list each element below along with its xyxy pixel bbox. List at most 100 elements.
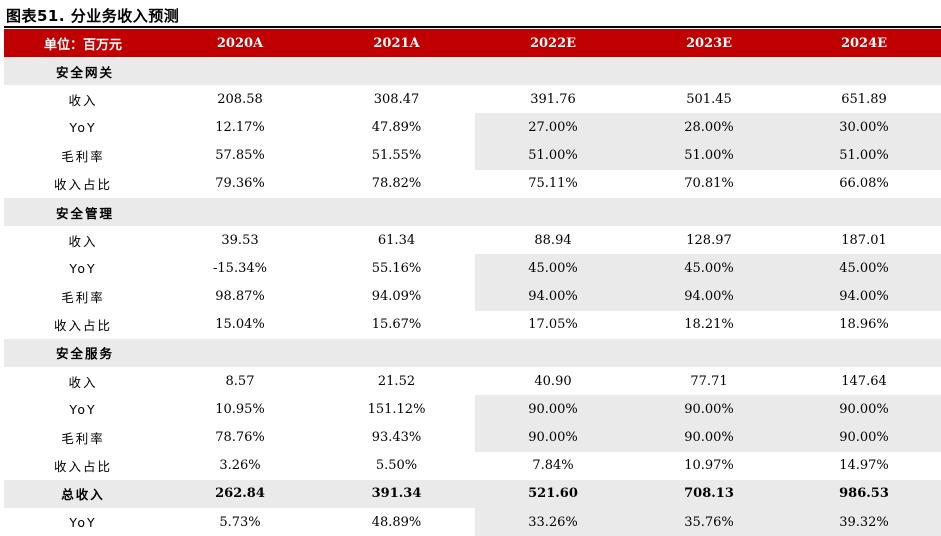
empty-cell: [475, 197, 631, 227]
value-cell: 94.00%: [475, 282, 631, 311]
value-cell: 18.21%: [684, 317, 734, 333]
row-label: 收入占比: [53, 318, 112, 334]
total-yoy-cell: 39.32%: [787, 508, 941, 536]
value-cell: 47.89%: [371, 119, 422, 135]
value-cell: 77.71: [690, 373, 728, 389]
table-row: 毛利率 98.87% 94.09% 94.00% 94.00% 94.00%: [4, 282, 941, 311]
row-label: 收入: [68, 92, 98, 108]
total-value-cell: 262.84: [162, 479, 318, 508]
header-2020a: 2020A: [162, 29, 318, 57]
total-yoy-row: YoY 5.73% 48.89% 33.26% 35.76% 39.32%: [4, 508, 941, 536]
row-label: 收入占比: [53, 459, 112, 475]
section-label: 安全网关: [4, 57, 162, 86]
value-cell: 94.00%: [787, 282, 941, 311]
empty-cell: [318, 338, 475, 368]
value-cell: 651.89: [841, 91, 887, 107]
empty-cell: [475, 57, 631, 86]
section-row: 安全网关: [4, 57, 941, 86]
table-row: 收入 39.53 61.34 88.94 128.97 187.01: [4, 226, 941, 254]
value-cell: 51.00%: [475, 141, 631, 170]
value-cell: 88.94: [534, 232, 572, 248]
table-row: YoY 10.95% 151.12% 90.00% 90.00% 90.00%: [4, 395, 941, 424]
value-cell: 12.17%: [215, 119, 265, 135]
section-row: 安全服务: [4, 338, 941, 368]
table-body: 安全网关 收入 208.58 308.47 391.76 501.45 651.89 YoY 1…: [4, 57, 941, 536]
value-cell: 90.00%: [475, 395, 631, 424]
empty-cell: [631, 57, 787, 86]
table-row: 收入占比 15.04% 15.67% 17.05% 18.21% 18.96%: [4, 311, 941, 339]
value-cell: 391.76: [530, 91, 576, 107]
value-cell: 128.97: [686, 232, 732, 248]
value-cell: 55.16%: [371, 260, 422, 276]
value-cell: 90.00%: [631, 423, 787, 452]
value-cell: 93.43%: [371, 430, 422, 446]
table-row: 收入占比 3.26% 5.50% 7.84% 10.97% 14.97%: [4, 452, 941, 480]
value-cell: 8.57: [225, 373, 255, 389]
value-cell: 308.47: [373, 91, 420, 107]
value-cell: 90.00%: [631, 395, 787, 424]
total-value-cell: 986.53: [787, 479, 941, 508]
value-cell: 90.00%: [475, 423, 631, 452]
row-label: YoY: [69, 260, 97, 276]
table-row: 收入占比 79.36% 78.82% 75.11% 70.81% 66.08%: [4, 170, 941, 198]
total-value-cell: 391.34: [318, 479, 475, 508]
value-cell: 5.50%: [375, 458, 418, 474]
total-yoy-cell: 48.89%: [371, 514, 422, 530]
row-label: YoY: [69, 119, 97, 135]
title-rule: [4, 26, 941, 28]
value-cell: 10.97%: [684, 458, 734, 474]
table-row: YoY -15.34% 55.16% 45.00% 45.00% 45.00%: [4, 254, 941, 283]
empty-cell: [787, 338, 941, 368]
value-cell: 94.00%: [631, 282, 787, 311]
value-cell: 14.97%: [839, 458, 889, 474]
value-cell: 75.11%: [528, 176, 578, 192]
empty-cell: [631, 197, 787, 227]
value-cell: 51.00%: [631, 141, 787, 170]
value-cell: 45.00%: [631, 254, 787, 283]
value-cell: 15.67%: [371, 317, 422, 333]
value-cell: 51.55%: [371, 148, 422, 164]
value-cell: 17.05%: [528, 317, 578, 333]
value-cell: 98.87%: [215, 289, 265, 305]
value-cell: 57.85%: [215, 148, 265, 164]
row-label: 收入: [68, 374, 98, 390]
empty-cell: [162, 338, 318, 368]
row-label: 收入占比: [53, 177, 112, 193]
value-cell: 10.95%: [215, 401, 265, 417]
value-cell: 7.84%: [532, 458, 574, 474]
row-label: YoY: [69, 401, 97, 417]
empty-cell: [787, 197, 941, 227]
value-cell: 208.58: [217, 91, 263, 107]
value-cell: 61.34: [377, 232, 416, 248]
value-cell: 15.04%: [215, 317, 265, 333]
value-cell: 51.00%: [787, 141, 941, 170]
empty-cell: [318, 57, 475, 86]
value-cell: 79.36%: [215, 176, 265, 192]
value-cell: 28.00%: [631, 113, 787, 142]
value-cell: 30.00%: [787, 113, 941, 142]
value-cell: 147.64: [841, 373, 887, 389]
empty-cell: [787, 57, 941, 86]
total-yoy-label: YoY: [69, 514, 97, 530]
table-row: YoY 12.17% 47.89% 27.00% 28.00% 30.00%: [4, 113, 941, 142]
total-value-cell: 521.60: [475, 479, 631, 508]
value-cell: 45.00%: [475, 254, 631, 283]
value-cell: 187.01: [841, 232, 887, 248]
row-label: 毛利率: [61, 431, 105, 447]
empty-cell: [318, 197, 475, 227]
header-row: 单位：百万元 2020A 2021A 2022E 2023E 2024E: [4, 29, 941, 57]
section-label: 安全服务: [4, 338, 162, 368]
value-cell: 21.52: [377, 373, 416, 389]
value-cell: 70.81%: [684, 176, 734, 192]
value-cell: 39.53: [221, 232, 259, 248]
total-yoy-cell: 35.76%: [631, 508, 787, 536]
value-cell: -15.34%: [213, 260, 267, 276]
empty-cell: [162, 57, 318, 86]
empty-cell: [631, 338, 787, 368]
table-row: 收入 208.58 308.47 391.76 501.45 651.89: [4, 85, 941, 113]
value-cell: 45.00%: [787, 254, 941, 283]
table-row: 毛利率 78.76% 93.43% 90.00% 90.00% 90.00%: [4, 423, 941, 452]
empty-cell: [162, 197, 318, 227]
total-yoy-cell: 5.73%: [219, 514, 261, 530]
row-label: 毛利率: [61, 290, 105, 306]
